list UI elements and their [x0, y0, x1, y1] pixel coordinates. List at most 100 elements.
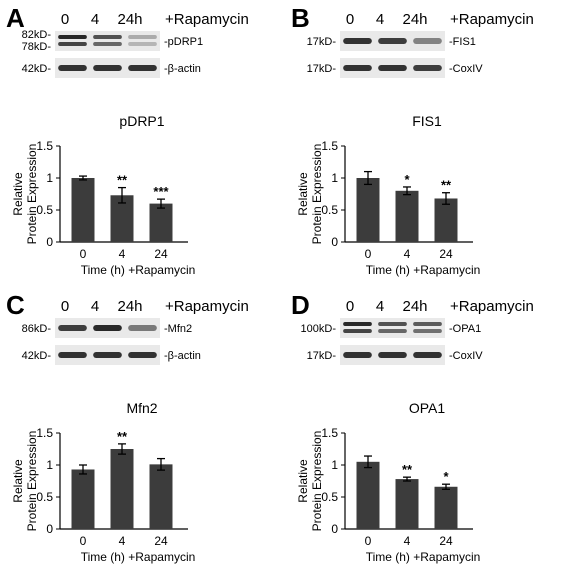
y-tick-label: 1.5 [36, 426, 53, 440]
y-tick-label: 1.5 [321, 139, 338, 153]
blot-band [378, 38, 407, 44]
blot-actin [55, 345, 160, 365]
x-tick-label: 0 [365, 534, 372, 548]
panel-d-figure: D 0 4 24h +Rapamycin 100kD- -OPA1 17kD- -CoxIV OP… [291, 290, 534, 564]
protein-label: -β-actin [164, 63, 201, 75]
y-tick-label: 1.5 [36, 139, 53, 153]
y-tick-label: 0.5 [36, 490, 53, 504]
blot-pdrp1 [55, 31, 160, 51]
significance-marker: ** [117, 429, 128, 444]
x-tick-label: 0 [80, 534, 87, 548]
y-axis-label: Relative [296, 459, 310, 503]
significance-marker: *** [153, 184, 169, 199]
x-tick-label: 4 [404, 247, 411, 261]
x-axis-label: Time (h) +Rapamycin [366, 263, 481, 277]
blot-band [128, 352, 157, 358]
mw-marker: 42kD- [22, 63, 52, 75]
lane-header: 4 [376, 11, 384, 28]
lane-header: 4 [91, 11, 99, 28]
lane-header: 0 [61, 11, 69, 28]
mw-marker: 78kD- [22, 41, 52, 53]
blot-band [413, 329, 442, 333]
blot-band [413, 322, 442, 326]
protein-label: -CoxIV [449, 63, 483, 75]
chart-title: Mfn2 [126, 400, 157, 416]
blot-mfn2 [55, 318, 160, 338]
significance-marker: ** [402, 462, 413, 477]
blot-coxiv [340, 345, 445, 365]
protein-label: -β-actin [164, 350, 201, 362]
x-tick-label: 4 [404, 534, 411, 548]
bar-0 [71, 178, 95, 242]
treatment-header: +Rapamycin [165, 298, 249, 315]
mw-marker: 17kD- [307, 63, 337, 75]
blot-band [413, 38, 442, 44]
bar-4 [110, 195, 134, 242]
x-tick-label: 0 [80, 247, 87, 261]
y-tick-label: 0 [331, 522, 338, 536]
x-tick-label: 4 [119, 247, 126, 261]
blot-fis1 [340, 31, 445, 51]
panel-a: A 0 4 24h +Rapamycin 82kD- 78kD- -pDRP1 42kD- -β-… [0, 0, 285, 287]
y-tick-label: 1 [46, 171, 53, 185]
y-tick-label: 0 [331, 235, 338, 249]
blot-band [93, 65, 122, 71]
blot-band [343, 329, 372, 333]
blot-band [128, 35, 157, 39]
mw-marker: 82kD- [22, 29, 52, 41]
blot-band [378, 329, 407, 333]
mw-marker: 100kD- [301, 323, 337, 335]
chart-title: pDRP1 [119, 113, 164, 129]
treatment-header: +Rapamycin [165, 11, 249, 28]
blot-band [128, 325, 157, 331]
bar-24 [434, 198, 458, 242]
y-axis-label: Relative [11, 172, 25, 216]
treatment-header: +Rapamycin [450, 298, 534, 315]
lane-header: 24h [117, 11, 142, 28]
protein-label: -pDRP1 [164, 36, 203, 48]
significance-marker: * [443, 469, 449, 484]
panel-letter-b: B [291, 3, 310, 33]
blot-actin [55, 58, 160, 78]
bar-24 [434, 486, 458, 529]
y-tick-label: 1 [331, 171, 338, 185]
blot-band [343, 322, 372, 326]
y-tick-label: 0.5 [321, 203, 338, 217]
lane-header: 4 [376, 298, 384, 315]
lane-header: 24h [402, 11, 427, 28]
bar-0 [356, 178, 380, 242]
mw-marker: 17kD- [307, 350, 337, 362]
y-tick-label: 1 [331, 458, 338, 472]
panel-c-figure: C 0 4 24h +Rapamycin 86kD- -Mfn2 42kD- -β-actin M… [6, 290, 249, 564]
blot-band [413, 352, 442, 358]
panel-b-figure: B 0 4 24h +Rapamycin 17kD- -FIS1 17kD- -CoxIV FIS… [291, 3, 534, 277]
blot-band [343, 352, 372, 358]
lane-header: 4 [91, 298, 99, 315]
lane-header: 24h [117, 298, 142, 315]
x-tick-label: 0 [365, 247, 372, 261]
lane-header: 0 [346, 11, 354, 28]
panel-c: C 0 4 24h +Rapamycin 86kD- -Mfn2 42kD- -β-actin M… [0, 287, 285, 574]
y-axis-label: Relative [296, 172, 310, 216]
blot-band [58, 325, 87, 331]
x-tick-label: 4 [119, 534, 126, 548]
y-tick-label: 1 [46, 458, 53, 472]
blot-band [378, 352, 407, 358]
protein-label: -CoxIV [449, 350, 483, 362]
y-tick-label: 0 [46, 235, 53, 249]
significance-marker: * [404, 172, 410, 187]
bar-4 [395, 479, 419, 529]
panel-letter-a: A [6, 3, 25, 33]
bar-0 [356, 461, 380, 529]
x-axis-label: Time (h) +Rapamycin [81, 550, 196, 564]
x-tick-label: 24 [154, 247, 168, 261]
lane-header: 0 [346, 298, 354, 315]
blot-band [343, 38, 372, 44]
panel-d: D 0 4 24h +Rapamycin 100kD- -OPA1 17kD- -CoxIV OP… [285, 287, 570, 574]
y-tick-label: 0.5 [321, 490, 338, 504]
bar-4 [395, 190, 419, 242]
blot-band [413, 65, 442, 71]
blot-coxiv [340, 58, 445, 78]
panel-letter-d: D [291, 290, 310, 320]
x-tick-label: 24 [439, 534, 453, 548]
